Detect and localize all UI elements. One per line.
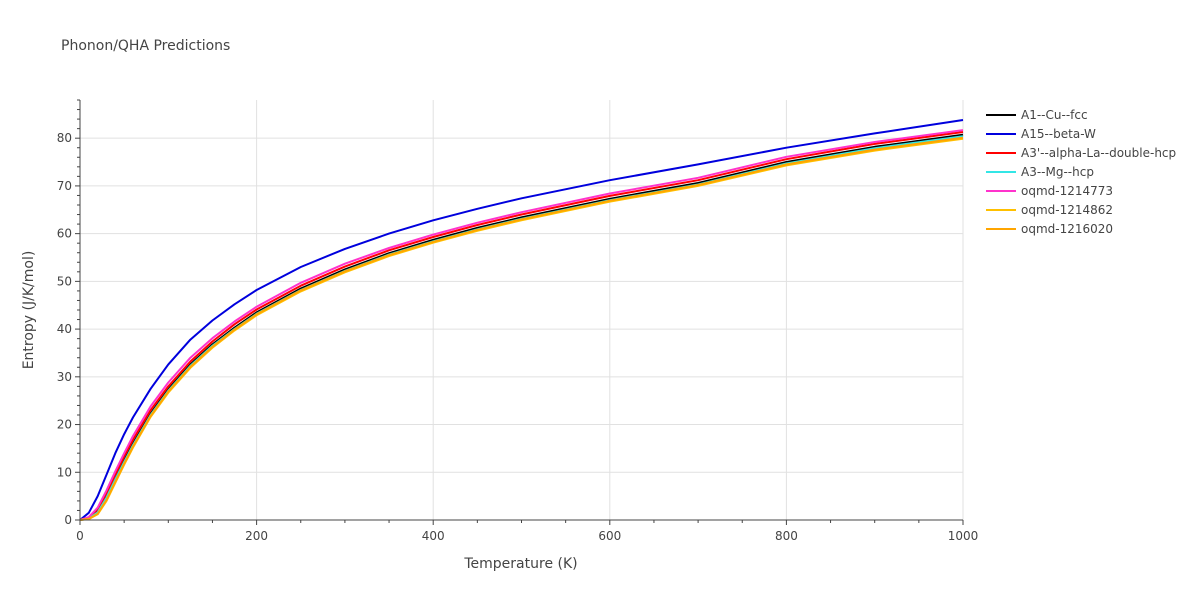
series-line-1 (79, 119, 964, 521)
series-line-3 (79, 135, 964, 521)
legend: A1--Cu--fcc A15--beta-W A3'--alpha-La--dou… (986, 108, 1176, 236)
series-line-2 (79, 131, 964, 521)
series-lines (79, 119, 964, 521)
axes (75, 99, 964, 525)
series-line-4 (79, 129, 964, 521)
legend-label: A3--Mg--hcp (1021, 165, 1094, 179)
legend-item[interactable]: A3'--alpha-La--double-hcp (986, 146, 1176, 160)
legend-label: A3'--alpha-La--double-hcp (1021, 146, 1176, 160)
x-tick-label: 1000 (948, 529, 979, 543)
x-tick-label: 400 (422, 529, 445, 543)
y-tick-label: 40 (57, 322, 72, 336)
legend-item[interactable]: A1--Cu--fcc (986, 108, 1088, 122)
legend-item[interactable]: A15--beta-W (986, 127, 1096, 141)
series-line-0 (79, 133, 964, 521)
x-tick-label: 200 (245, 529, 268, 543)
y-tick-label: 70 (57, 179, 72, 193)
grid-lines (80, 100, 964, 520)
y-tick-label: 30 (57, 370, 72, 384)
y-tick-label: 0 (64, 513, 72, 527)
x-tick-label: 800 (775, 529, 798, 543)
legend-label: oqmd-1214773 (1021, 184, 1113, 198)
legend-label: A15--beta-W (1021, 127, 1096, 141)
chart-title: Phonon/QHA Predictions (61, 38, 230, 54)
y-tick-label: 80 (57, 131, 72, 145)
y-tick-label: 50 (57, 274, 72, 288)
legend-item[interactable]: A3--Mg--hcp (986, 165, 1094, 179)
y-axis-label: Entropy (J/K/mol) (21, 251, 37, 370)
legend-item[interactable]: oqmd-1216020 (986, 222, 1113, 236)
legend-label: A1--Cu--fcc (1021, 108, 1088, 122)
legend-label: oqmd-1216020 (1021, 222, 1113, 236)
y-tick-labels: 0 10 20 30 40 50 60 70 80 (57, 131, 72, 527)
y-tick-label: 20 (57, 418, 72, 432)
legend-item[interactable]: oqmd-1214862 (986, 203, 1113, 217)
legend-item[interactable]: oqmd-1214773 (986, 184, 1113, 198)
x-tick-labels: 0 200 400 600 800 1000 (76, 529, 978, 543)
x-axis-label: Temperature (K) (463, 556, 577, 572)
x-tick-label: 0 (76, 529, 84, 543)
legend-label: oqmd-1214862 (1021, 203, 1113, 217)
y-tick-label: 60 (57, 227, 72, 241)
x-tick-label: 600 (598, 529, 621, 543)
y-tick-label: 10 (57, 465, 72, 479)
series-line-6 (79, 136, 964, 521)
